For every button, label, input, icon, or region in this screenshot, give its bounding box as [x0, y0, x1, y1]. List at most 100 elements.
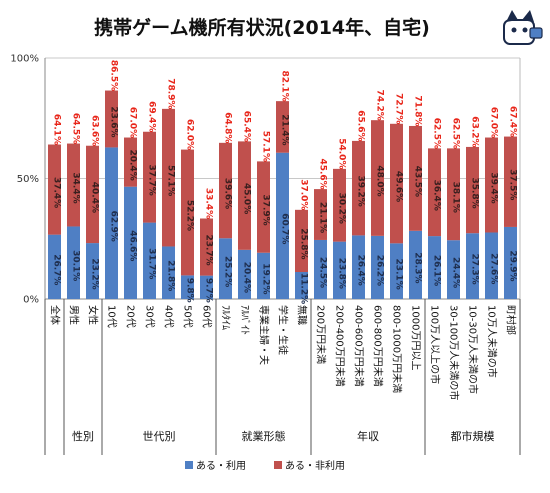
- group-label: 就業形態: [242, 429, 286, 443]
- data-label-total: 54.0%: [337, 138, 347, 169]
- data-label-unused: 21.4%: [280, 114, 290, 145]
- bar-segment-used: [238, 249, 251, 299]
- x-tick-label: 800-1000万円未満: [391, 305, 403, 393]
- data-label-used: 26.2%: [375, 255, 385, 286]
- x-tick-label: 400-600万円未満: [353, 305, 365, 387]
- data-label-unused: 37.7%: [147, 165, 157, 196]
- bar-segment-unused: [314, 189, 327, 240]
- bar-segment-used: [219, 238, 232, 299]
- bar-segment-used: [86, 243, 99, 299]
- bar-segment-used: [181, 275, 194, 299]
- data-label-total: 64.1%: [52, 114, 62, 145]
- bar-segment-used: [466, 233, 479, 299]
- bar-segment-used: [143, 222, 156, 299]
- legend-label: ある・非利用: [285, 460, 345, 472]
- bar-segment-used: [371, 235, 384, 299]
- data-label-total: 62.0%: [185, 119, 195, 150]
- x-tick-label: 200-400万円未満: [334, 305, 346, 387]
- data-label-used: 27.3%: [470, 253, 480, 284]
- bar-segment-unused: [428, 148, 441, 237]
- data-label-total: 69.4%: [147, 101, 157, 132]
- bar-segment-used: [409, 230, 422, 299]
- data-label-used: 26.4%: [356, 255, 366, 286]
- x-tick-label: 50代: [182, 305, 194, 328]
- data-label-unused: 21.1%: [318, 202, 328, 233]
- data-label-unused: 39.6%: [223, 178, 233, 209]
- bar-segment-unused: [238, 141, 251, 250]
- data-label-total: 63.2%: [470, 116, 480, 147]
- x-tick-label: 男性: [68, 305, 81, 325]
- bar-segment-unused: [295, 209, 308, 273]
- data-label-used: 21.8%: [166, 260, 176, 291]
- data-label-total: 78.9%: [166, 78, 176, 109]
- data-label-total: 37.0%: [299, 179, 309, 210]
- x-tick-label: 専業主婦・夫: [258, 305, 271, 365]
- bar-segment-used: [257, 252, 270, 299]
- bar-segment-unused: [124, 137, 137, 187]
- data-label-unused: 35.8%: [470, 177, 480, 208]
- data-label-used: 19.2%: [261, 263, 271, 294]
- data-label-total: 82.1%: [280, 71, 290, 102]
- x-tick-label: 1000万円以上: [410, 305, 422, 370]
- data-label-unused: 23.7%: [204, 234, 214, 265]
- group-label: 世代別: [143, 430, 176, 443]
- data-label-unused: 37.9%: [261, 194, 271, 225]
- data-label-used: 29.9%: [508, 250, 518, 281]
- bar-segment-unused: [67, 143, 80, 227]
- bar-segment-used: [428, 236, 441, 299]
- data-label-unused: 52.2%: [185, 200, 195, 231]
- bar-segment-unused: [200, 218, 213, 276]
- bar-segment-unused: [181, 149, 194, 276]
- bar-segment-unused: [371, 120, 384, 236]
- data-label-total: 64.5%: [71, 113, 81, 144]
- bar-segment-unused: [485, 137, 498, 233]
- data-label-used: 9.7%: [204, 278, 214, 303]
- bar-segment-used: [333, 241, 346, 299]
- x-tick-label: 60代: [201, 305, 213, 328]
- data-label-unused: 25.8%: [299, 228, 309, 259]
- chart-title: 携帯ゲーム機所有状況(2014年、自宅): [94, 16, 430, 39]
- bar-segment-used: [390, 243, 403, 299]
- bar-segment-used: [124, 186, 137, 299]
- bar-segment-used: [67, 226, 80, 299]
- data-label-used: 60.7%: [280, 213, 290, 244]
- bar-segment-unused: [466, 146, 479, 234]
- x-tick-label: 600-800万円未満: [372, 305, 384, 387]
- data-label-total: 64.8%: [223, 112, 233, 143]
- x-tick-label: 30-100万人未満の市: [448, 305, 461, 400]
- data-label-used: 25.2%: [223, 256, 233, 287]
- bar-segment-unused: [257, 161, 270, 253]
- bar-segment-unused: [276, 101, 289, 153]
- data-label-unused: 39.2%: [356, 176, 366, 207]
- data-label-unused: 57.1%: [166, 165, 176, 196]
- bar-segment-unused: [48, 144, 61, 235]
- data-label-total: 62.5%: [451, 118, 461, 149]
- x-tick-label: 30代: [144, 305, 156, 328]
- data-label-unused: 48.0%: [375, 165, 385, 196]
- data-label-unused: 49.6%: [394, 171, 404, 202]
- data-label-unused: 45.0%: [242, 183, 252, 214]
- data-label-used: 31.7%: [147, 248, 157, 279]
- bar-segment-used: [485, 232, 498, 299]
- data-label-used: 24.4%: [451, 257, 461, 288]
- data-label-used: 11.2%: [299, 273, 309, 304]
- x-tick-label: ｱﾙﾊﾞｲﾄ: [239, 305, 251, 335]
- data-label-used: 23.2%: [90, 258, 100, 289]
- data-label-used: 23.1%: [394, 259, 404, 290]
- bar-segment-unused: [219, 142, 232, 239]
- bar-segment-unused: [86, 145, 99, 244]
- legend-swatch: [185, 461, 193, 469]
- data-label-used: 27.6%: [489, 253, 499, 284]
- data-label-unused: 38.1%: [451, 182, 461, 213]
- bars: [48, 90, 517, 299]
- x-tick-label: 無職: [296, 305, 309, 325]
- x-tick-label: 200万円未満: [315, 305, 327, 364]
- data-label-total: 45.6%: [318, 158, 328, 189]
- data-label-total: 65.6%: [356, 110, 366, 141]
- data-label-unused: 37.4%: [52, 177, 62, 208]
- bar-segment-used: [504, 226, 517, 299]
- group-label: 都市規模: [451, 429, 495, 443]
- legend-label: ある・利用: [196, 460, 246, 472]
- data-label-used: 24.5%: [318, 257, 328, 288]
